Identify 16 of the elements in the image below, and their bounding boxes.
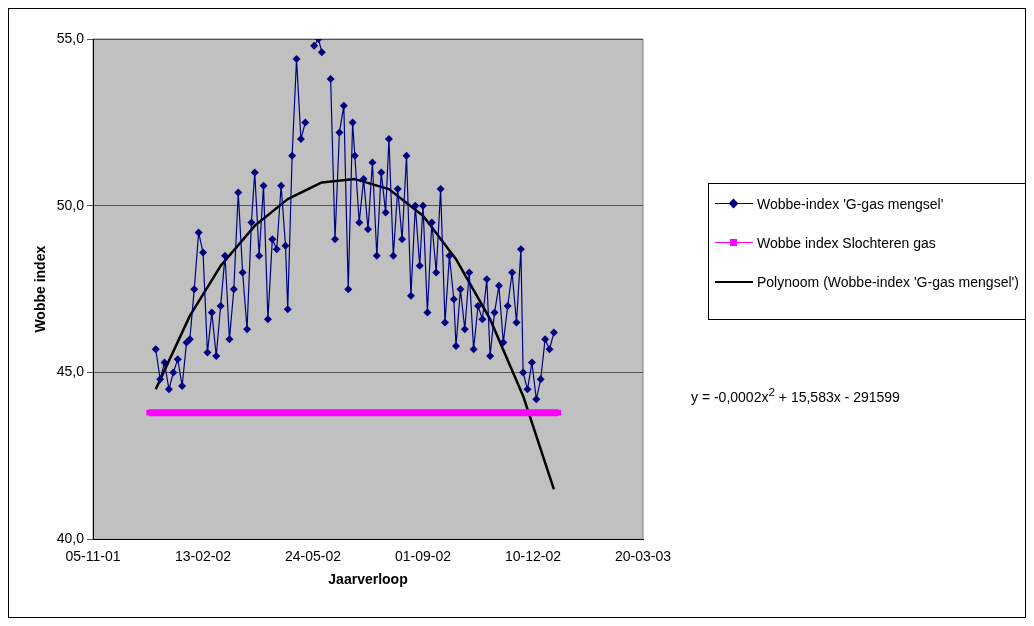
legend-label: Wobbe index Slochteren gas — [757, 235, 936, 252]
y-tick-label: 55,0 — [56, 29, 85, 46]
legend-label: Wobbe-index 'G-gas mengsel' — [757, 196, 944, 213]
y-tick-label: 50,0 — [56, 196, 85, 213]
x-tick-label: 10-12-02 — [504, 547, 562, 564]
y-tick-label: 40,0 — [56, 530, 85, 547]
x-tick-label: 01-09-02 — [395, 547, 452, 564]
y-axis-title: Wobbe index — [32, 245, 49, 333]
text: y = -0,0002x$^{2}$ + 15,583x - 291599 — [691, 385, 900, 405]
legend-label: Polynoom (Wobbe-index 'G-gas mengsel') — [757, 274, 1019, 291]
x-axis-title: Jaarverloop — [328, 571, 408, 588]
x-tick-label: 05-11-01 — [65, 547, 121, 564]
x-tick-label: 24-05-02 — [285, 547, 342, 564]
y-tick-label: 45,0 — [56, 363, 85, 380]
x-tick-label: 13-02-02 — [175, 547, 232, 564]
x-tick-label: 20-03-03 — [614, 547, 672, 564]
